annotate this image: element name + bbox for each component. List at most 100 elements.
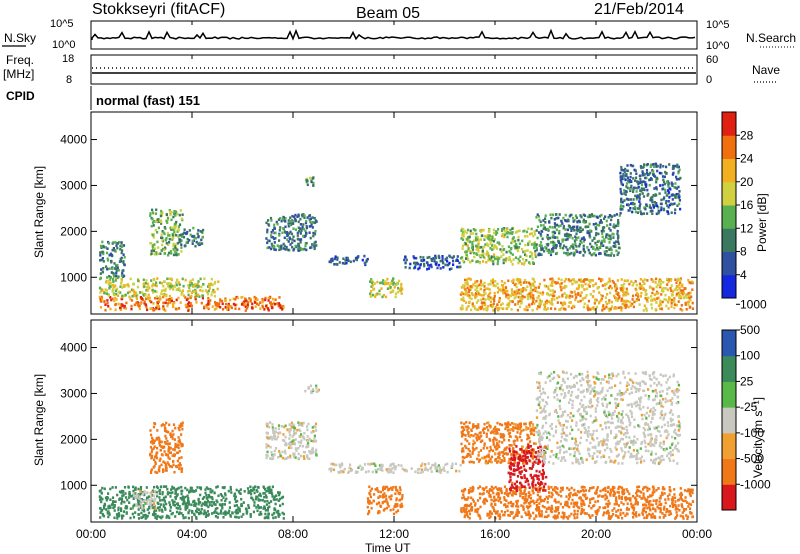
data-cell bbox=[667, 498, 670, 501]
data-cell bbox=[155, 208, 158, 212]
data-cell bbox=[395, 283, 398, 287]
data-cell bbox=[574, 298, 577, 302]
data-cell bbox=[598, 300, 601, 304]
data-cell bbox=[468, 249, 471, 253]
data-cell bbox=[644, 183, 647, 187]
data-cell bbox=[439, 259, 442, 263]
data-cell bbox=[574, 242, 577, 246]
data-cell bbox=[582, 218, 585, 222]
data-cell bbox=[264, 488, 267, 491]
data-cell bbox=[188, 283, 192, 287]
colorbar-swatch bbox=[722, 158, 736, 183]
data-cell bbox=[284, 217, 287, 220]
data-cell bbox=[548, 225, 552, 229]
data-cell bbox=[423, 262, 426, 266]
data-cell bbox=[190, 305, 193, 308]
data-cell bbox=[287, 240, 290, 243]
data-cell bbox=[617, 504, 620, 507]
data-cell bbox=[494, 306, 497, 309]
data-cell bbox=[274, 427, 277, 430]
data-cell bbox=[673, 211, 677, 215]
data-cell bbox=[268, 425, 271, 429]
data-cell bbox=[665, 298, 668, 302]
data-cell bbox=[297, 457, 301, 460]
data-cell bbox=[452, 259, 455, 263]
data-cell bbox=[635, 511, 638, 514]
data-cell bbox=[395, 497, 398, 500]
data-cell bbox=[441, 255, 444, 258]
data-cell bbox=[520, 290, 523, 294]
data-cell bbox=[298, 435, 301, 438]
data-cell bbox=[486, 305, 490, 308]
data-cell bbox=[99, 498, 102, 501]
data-cell bbox=[442, 266, 445, 269]
data-cell bbox=[641, 180, 644, 184]
data-cell bbox=[524, 511, 527, 514]
data-cell bbox=[160, 516, 163, 520]
data-cell bbox=[386, 287, 389, 290]
data-cell bbox=[287, 248, 290, 252]
data-cell bbox=[229, 515, 232, 518]
data-cell bbox=[201, 497, 204, 500]
data-cell bbox=[581, 488, 584, 492]
data-cell bbox=[621, 285, 624, 288]
data-cell bbox=[153, 243, 156, 246]
data-cell bbox=[396, 503, 399, 506]
data-cell bbox=[286, 231, 289, 234]
data-cell bbox=[143, 285, 146, 288]
data-cell bbox=[307, 441, 310, 445]
data-cell bbox=[120, 507, 123, 510]
data-cell bbox=[181, 424, 184, 427]
data-cell bbox=[562, 224, 565, 228]
data-cell bbox=[330, 462, 333, 466]
data-cell bbox=[669, 287, 672, 290]
data-cell bbox=[489, 239, 492, 242]
data-cell bbox=[170, 465, 174, 469]
data-cell bbox=[291, 423, 295, 426]
data-cell bbox=[186, 297, 190, 301]
data-cell bbox=[465, 513, 468, 516]
data-cell bbox=[224, 513, 227, 516]
data-cell bbox=[662, 290, 665, 293]
data-cell bbox=[169, 250, 172, 253]
data-cell bbox=[291, 214, 294, 218]
data-cell bbox=[214, 280, 217, 284]
data-cell bbox=[217, 305, 220, 308]
data-cell bbox=[474, 236, 478, 239]
data-cell bbox=[493, 238, 496, 241]
data-cell bbox=[265, 424, 269, 428]
data-cell bbox=[560, 219, 563, 223]
data-cell bbox=[152, 291, 155, 294]
data-cell bbox=[297, 452, 300, 456]
data-cell bbox=[539, 301, 542, 304]
data-cell bbox=[207, 292, 210, 296]
data-cell bbox=[274, 248, 277, 252]
data-cell bbox=[277, 302, 281, 305]
data-cell bbox=[299, 241, 302, 244]
data-cell bbox=[649, 495, 652, 498]
data-cell bbox=[207, 285, 210, 288]
data-cell bbox=[261, 299, 264, 302]
data-cell bbox=[441, 259, 444, 262]
data-cell bbox=[263, 500, 266, 503]
data-cell bbox=[534, 253, 537, 256]
data-cell bbox=[146, 289, 149, 292]
data-cell bbox=[166, 491, 169, 494]
data-cell bbox=[233, 492, 236, 496]
data-cell bbox=[565, 252, 568, 255]
data-cell bbox=[543, 284, 546, 288]
data-cell bbox=[282, 218, 286, 222]
data-cell bbox=[282, 227, 285, 230]
data-cell bbox=[259, 510, 262, 514]
data-cell bbox=[306, 183, 309, 187]
data-cell bbox=[112, 280, 115, 284]
data-cell bbox=[161, 515, 164, 518]
data-cell bbox=[600, 297, 603, 301]
data-cell bbox=[102, 260, 105, 263]
data-cell bbox=[283, 439, 286, 443]
data-cell bbox=[117, 290, 120, 294]
data-cell bbox=[168, 423, 171, 427]
data-cell bbox=[312, 181, 315, 185]
data-cell bbox=[120, 282, 123, 285]
data-cell bbox=[305, 241, 308, 245]
